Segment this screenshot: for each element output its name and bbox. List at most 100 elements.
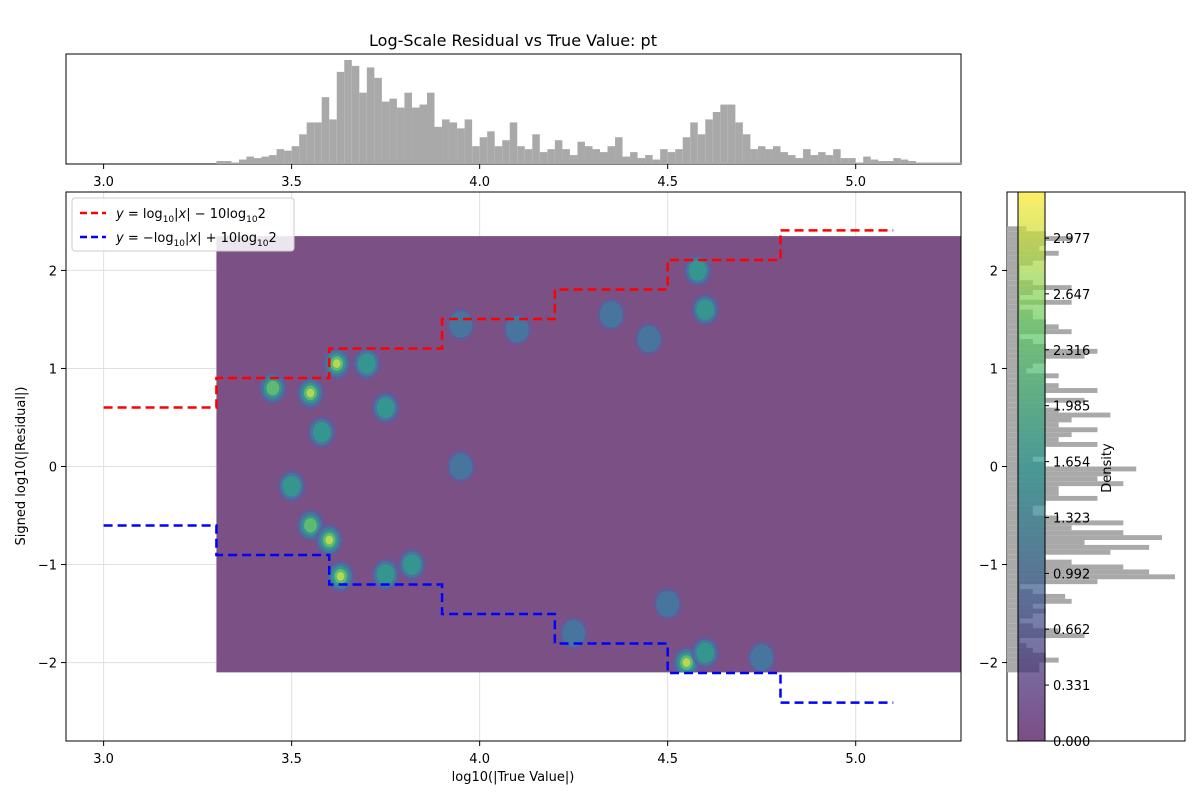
colorbar-tick-label: 0.331 [1053,679,1090,694]
top-histogram-bar [472,146,480,164]
top-histogram-bar [870,159,879,164]
right-histogram-bar [1007,226,1027,232]
top-histogram-bar [765,149,773,164]
top-histogram-bar [419,104,428,164]
top-histogram-bar [584,146,593,164]
right-histogram-bar [1007,638,1020,643]
top-histogram-bar [923,162,931,164]
right-histogram-bar [1007,476,1098,482]
top-x-tick-label: 4.5 [657,175,678,190]
density-blob [312,421,331,443]
density-blob [282,475,301,497]
top-histogram-bar [953,162,961,164]
right-histogram-bar [1007,564,1124,570]
top-histogram-bar [517,146,525,164]
top-histogram-bar [622,156,631,164]
top-x-tick-label: 3.5 [281,175,302,190]
top-x-tick-label: 5.0 [845,175,866,190]
top-histogram-bar [908,161,916,164]
density-blob [688,260,707,281]
colorbar-ticks: 0.000 0.331 0.662 0.992 1.323 1.654 1.985 2.316… [1045,232,1090,750]
top-histogram-bar [945,162,954,164]
top-histogram-bar [569,155,578,164]
top-histogram-bar [291,146,300,164]
x-tick-label: 3.5 [281,752,302,767]
right-histogram-bar [1007,549,1111,555]
colorbar-tick-label: 2.316 [1053,344,1090,359]
top-histogram-bar [855,162,864,164]
top-histogram-bar [494,146,503,164]
right-histogram-bar [1007,265,1020,271]
colorbar-tick-label: 0.992 [1053,567,1090,582]
right-y-tick-label: 2 [990,264,998,279]
x-tick-label: 4.5 [657,752,678,767]
right-histogram-bar [1007,466,1137,472]
right-histogram-bar [1007,584,1020,590]
top-histogram-bar [772,146,781,164]
right-histogram-bar [1007,441,1098,447]
density-blob [304,518,317,533]
colorbar-tick-label: 1.985 [1053,400,1090,415]
right-histogram-bar [1007,579,1098,585]
right-histogram-bar [1007,471,1111,477]
right-histogram-bar [1007,397,1085,403]
right-histogram-bar [1007,388,1098,393]
top-histogram-bar [720,104,728,164]
lower-bound-line [103,524,894,704]
right-y-tick-label: −1 [979,559,998,574]
top-histogram-bar [487,131,495,164]
top-histogram-bar [615,137,623,164]
top-histogram-bar [735,122,743,164]
right-histogram-bar [1007,304,1020,310]
top-histogram-bar [261,156,270,164]
legend-label-part: 10 [163,215,175,225]
top-histogram-bar [381,101,390,164]
top-histogram-bar [539,152,548,164]
density-blob [696,299,715,320]
top-histogram-bar [825,155,834,164]
legend-label-upper: y = log10|x| − 10log102 [115,207,266,225]
top-histogram-bar [742,134,751,164]
top-histogram-bar [269,155,277,164]
top-histogram-bar [660,149,668,164]
main-plot: 3.0 3.5 4.0 4.5 5.0 −2 −1 0 1 2 log10(|True Valu… [14,191,962,785]
right-histogram-bar [1007,530,1124,536]
top-histogram-bar [848,158,856,164]
density-blob [449,311,473,338]
right-histogram-y-ticks: −2 −1 0 1 2 [979,264,1007,672]
density-blob [357,353,376,374]
top-histogram-bar [216,161,224,164]
top-histogram-bar [577,141,585,164]
density-blob [376,564,395,585]
top-histogram-bar [863,156,871,164]
y-tick-label: −2 [38,657,57,672]
right-histogram-bar [1007,270,1020,276]
density-blob [696,642,715,664]
legend-label-part: | [185,231,189,246]
top-histogram-bar [254,158,262,164]
legend-label-part: x [178,207,187,222]
top-histogram-bar [795,158,804,164]
legend: y = log10|x| − 10log102 y = −log10|x| + … [71,197,295,252]
top-histogram-bar [231,162,239,164]
top-histogram-bar [592,149,600,164]
right-histogram-bar [1007,334,1020,340]
top-histogram-bar [750,149,758,164]
y-tick-label: −1 [38,559,57,574]
legend-box [71,197,295,252]
right-histogram-bar [1007,294,1020,300]
top-histogram-bar [900,159,909,164]
top-histogram-bars [216,60,961,164]
top-histogram-bar [238,159,247,164]
top-histogram-bar [727,104,736,164]
y-axis-ticks: −2 −1 0 1 2 [38,264,66,672]
top-histogram-bar [321,97,330,164]
right-histogram-bar [1007,569,1150,575]
top-histogram-bar [878,161,886,164]
legend-label-part: 10 [174,239,186,249]
top-histogram-bar [893,158,901,164]
top-histogram-bar [449,122,458,164]
top-histogram-bar [547,149,555,164]
density-blob [336,571,345,581]
density-blob [266,380,280,396]
